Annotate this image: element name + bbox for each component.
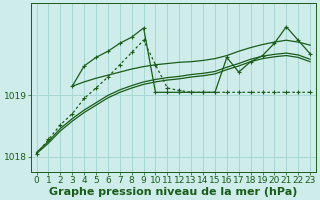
X-axis label: Graphe pression niveau de la mer (hPa): Graphe pression niveau de la mer (hPa) — [49, 187, 298, 197]
